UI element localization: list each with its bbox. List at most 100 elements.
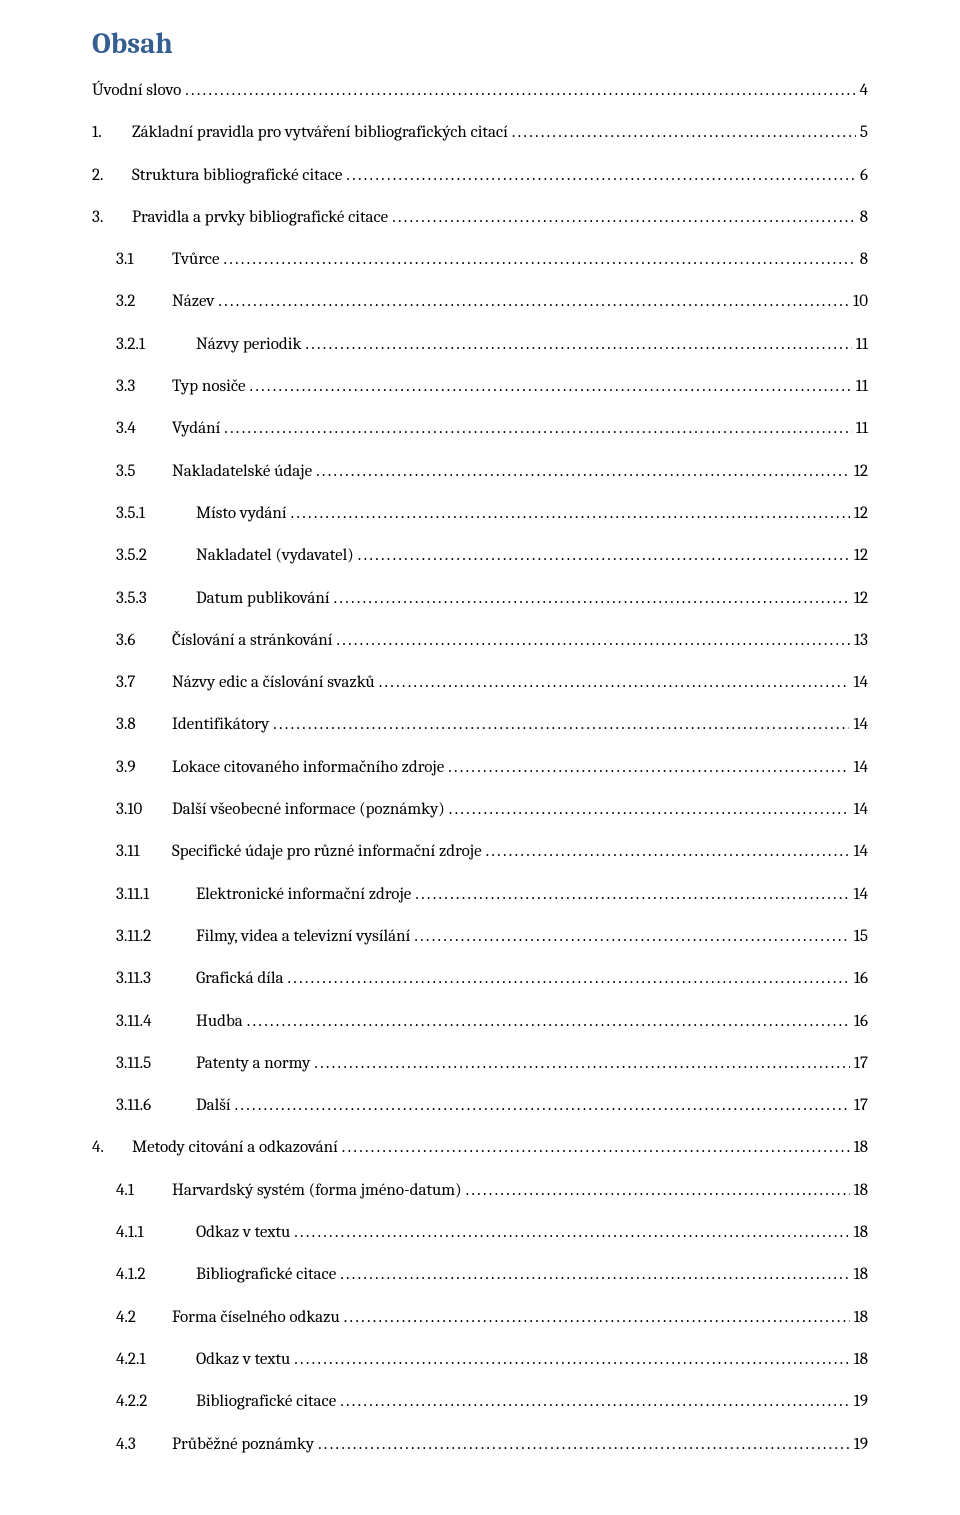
toc-leader bbox=[486, 840, 850, 864]
toc-row[interactable]: 4. Metody citování a odkazování18 bbox=[92, 1136, 868, 1160]
toc-leader bbox=[273, 713, 849, 737]
toc-row[interactable]: 4.2 Forma číselného odkazu18 bbox=[92, 1306, 868, 1330]
toc-label: Nakladatel (vydavatel) bbox=[196, 544, 358, 568]
toc-row[interactable]: 4.1.2 Bibliografické citace18 bbox=[92, 1263, 868, 1287]
toc-row[interactable]: 3.1 Tvůrce8 bbox=[92, 248, 868, 272]
toc-leader bbox=[247, 1010, 850, 1034]
toc-leader bbox=[305, 333, 851, 357]
toc-page: 18 bbox=[850, 1179, 868, 1203]
toc-page: 14 bbox=[849, 671, 868, 695]
toc-row[interactable]: 4.3 Průběžné poznámky19 bbox=[92, 1433, 868, 1457]
toc-label: Úvodní slovo bbox=[92, 79, 185, 103]
toc-number: 3.11.6 bbox=[116, 1094, 196, 1118]
toc-number: 3.1 bbox=[116, 248, 172, 272]
toc-row[interactable]: 3.7 Názvy edic a číslování svazků14 bbox=[92, 671, 868, 695]
toc-page: 17 bbox=[850, 1052, 868, 1076]
toc-number: 2. bbox=[92, 164, 132, 188]
toc-row[interactable]: 3.4 Vydání11 bbox=[92, 417, 868, 441]
toc-number: 3.11.2 bbox=[116, 925, 196, 949]
toc-number: 1. bbox=[92, 121, 132, 145]
toc-label: Patenty a normy bbox=[196, 1052, 314, 1076]
toc-number: 3.5 bbox=[116, 460, 172, 484]
toc-row[interactable]: 3.11.6 Další17 bbox=[92, 1094, 868, 1118]
toc-leader bbox=[235, 1094, 850, 1118]
toc-leader bbox=[314, 1052, 850, 1076]
toc-number: 3.6 bbox=[116, 629, 172, 653]
toc-row[interactable]: 3.2.1 Názvy periodik11 bbox=[92, 333, 868, 357]
toc-label: Místo vydání bbox=[196, 502, 291, 526]
toc-leader bbox=[415, 883, 849, 907]
toc-row[interactable]: 3.11 Specifické údaje pro různé informač… bbox=[92, 840, 868, 864]
toc-label: Odkaz v textu bbox=[196, 1348, 294, 1372]
toc-number: 3.10 bbox=[116, 798, 172, 822]
toc-row[interactable]: 3.5.1 Místo vydání 12 bbox=[92, 502, 868, 526]
toc-number: 3.5.1 bbox=[116, 502, 196, 526]
toc-page: 12 bbox=[850, 544, 868, 568]
toc-leader bbox=[344, 1306, 850, 1330]
toc-number: 4.1.2 bbox=[116, 1263, 196, 1287]
toc-page: 13 bbox=[850, 629, 868, 653]
toc-number: 3.11.5 bbox=[116, 1052, 196, 1076]
toc-page: 4 bbox=[856, 79, 868, 103]
toc-row[interactable]: 2. Struktura bibliografické citace6 bbox=[92, 164, 868, 188]
toc-leader bbox=[287, 967, 849, 991]
toc-label: Název bbox=[172, 290, 218, 314]
toc-number: 3.3 bbox=[116, 375, 172, 399]
toc-number: 3.9 bbox=[116, 756, 172, 780]
toc-page: 14 bbox=[849, 756, 868, 780]
toc-label: Identifikátory bbox=[172, 713, 273, 737]
toc-row[interactable]: 3.5 Nakladatelské údaje 12 bbox=[92, 460, 868, 484]
toc-row[interactable]: 3.11.4 Hudba16 bbox=[92, 1010, 868, 1034]
toc-leader bbox=[449, 798, 850, 822]
toc-leader bbox=[448, 756, 849, 780]
toc-page: 12 bbox=[850, 460, 868, 484]
toc-row[interactable]: 3.11.2 Filmy, videa a televizní vysílání… bbox=[92, 925, 868, 949]
toc-label: Struktura bibliografické citace bbox=[132, 164, 346, 188]
toc-label: Filmy, videa a televizní vysílání bbox=[196, 925, 414, 949]
toc-row[interactable]: Úvodní slovo 4 bbox=[92, 79, 868, 103]
toc-page: 11 bbox=[852, 417, 868, 441]
toc-label: Nakladatelské údaje bbox=[172, 460, 316, 484]
toc-page: 12 bbox=[850, 502, 868, 526]
toc-row[interactable]: 4.1 Harvardský systém (forma jméno-datum… bbox=[92, 1179, 868, 1203]
toc-row[interactable]: 3. Pravidla a prvky bibliografické citac… bbox=[92, 206, 868, 230]
toc-page: 12 bbox=[850, 587, 868, 611]
toc-page: 11 bbox=[852, 333, 868, 357]
toc-row[interactable]: 4.2.2 Bibliografické citace19 bbox=[92, 1390, 868, 1414]
toc-row[interactable]: 3.6 Číslování a stránkování13 bbox=[92, 629, 868, 653]
toc-label: Lokace citovaného informačního zdroje bbox=[172, 756, 448, 780]
toc-label: Bibliografické citace bbox=[196, 1263, 340, 1287]
toc-row[interactable]: 3.3 Typ nosiče11 bbox=[92, 375, 868, 399]
toc-row[interactable]: 3.11.5 Patenty a normy 17 bbox=[92, 1052, 868, 1076]
toc-page: 19 bbox=[850, 1390, 868, 1414]
toc-row[interactable]: 3.10 Další všeobecné informace (poznámky… bbox=[92, 798, 868, 822]
toc-leader bbox=[318, 1433, 850, 1457]
toc-label: Základní pravidla pro vytváření bibliogr… bbox=[132, 121, 512, 145]
toc-row[interactable]: 3.9 Lokace citovaného informačního zdroj… bbox=[92, 756, 868, 780]
toc-row[interactable]: 3.2 Název10 bbox=[92, 290, 868, 314]
toc-row[interactable]: 4.2.1 Odkaz v textu18 bbox=[92, 1348, 868, 1372]
toc-leader bbox=[185, 79, 855, 103]
toc-label: Další všeobecné informace (poznámky) bbox=[172, 798, 449, 822]
table-of-contents: Úvodní slovo 4 1. Základní pravidla pro vy… bbox=[92, 79, 868, 1456]
toc-label: Názvy periodik bbox=[196, 333, 305, 357]
toc-leader bbox=[392, 206, 856, 230]
toc-row[interactable]: 1. Základní pravidla pro vytváření bibli… bbox=[92, 121, 868, 145]
toc-label: Specifické údaje pro různé informační zd… bbox=[172, 840, 486, 864]
toc-row[interactable]: 3.5.3 Datum publikování12 bbox=[92, 587, 868, 611]
toc-row[interactable]: 3.8 Identifikátory14 bbox=[92, 713, 868, 737]
toc-row[interactable]: 3.5.2 Nakladatel (vydavatel)12 bbox=[92, 544, 868, 568]
toc-row[interactable]: 3.11.1 Elektronické informační zdroje14 bbox=[92, 883, 868, 907]
toc-row[interactable]: 3.11.3 Grafická díla16 bbox=[92, 967, 868, 991]
toc-label: Názvy edic a číslování svazků bbox=[172, 671, 379, 695]
toc-leader bbox=[346, 164, 856, 188]
toc-leader bbox=[224, 417, 851, 441]
page-title: Obsah bbox=[92, 28, 868, 61]
toc-number: 4.2.1 bbox=[116, 1348, 196, 1372]
toc-leader bbox=[466, 1179, 850, 1203]
toc-row[interactable]: 4.1.1 Odkaz v textu18 bbox=[92, 1221, 868, 1245]
toc-label: Hudba bbox=[196, 1010, 247, 1034]
toc-leader bbox=[342, 1136, 850, 1160]
toc-number: 4. bbox=[92, 1136, 132, 1160]
toc-page: 17 bbox=[850, 1094, 868, 1118]
